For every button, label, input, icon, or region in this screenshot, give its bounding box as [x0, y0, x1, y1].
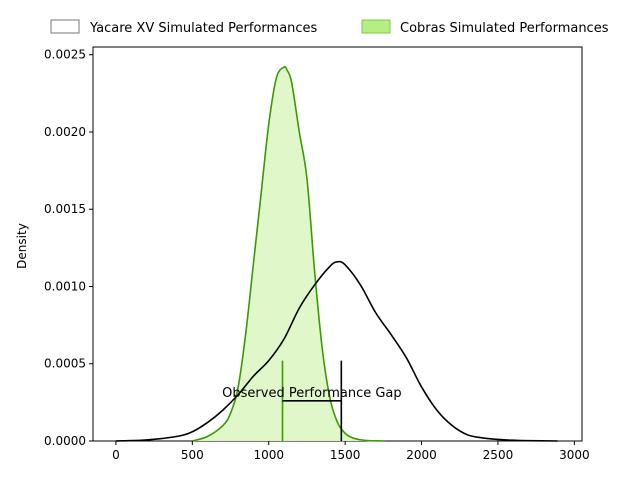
axes-layer: 0 500 1000 1500 2000 2500 3000 0.0000 0.0005 0.00…: [44, 48, 590, 462]
cobras-density-line: [192, 65, 385, 442]
x-tick-label: 2500: [483, 448, 514, 462]
x-tick-label: 1500: [330, 448, 361, 462]
y-tick-label: 0.0020: [44, 125, 86, 139]
x-tick-label: 2000: [406, 448, 437, 462]
x-tick-label: 0: [112, 448, 120, 462]
plot-area: [92, 46, 583, 442]
y-tick-label: 0.0010: [44, 279, 86, 293]
x-tick-label: 3000: [559, 448, 590, 462]
y-axis-label: Density: [15, 223, 29, 269]
x-tick-label: 500: [181, 448, 204, 462]
yacare-density-line: [115, 260, 558, 442]
y-tick-label: 0.0015: [44, 202, 86, 216]
legend: Yacare XV Simulated Performances Cobras …: [50, 19, 609, 36]
cobras-density-fill: [192, 66, 385, 441]
x-tick-label: 1000: [253, 448, 284, 462]
y-tick-label: 0.0025: [44, 48, 86, 62]
annotation-layer: Observed Performance Gap: [222, 360, 402, 441]
performance-gap-label: Observed Performance Gap: [222, 386, 401, 401]
legend-label-cobras: Cobras Simulated Performances: [400, 21, 609, 36]
series-layer: [115, 65, 558, 442]
y-tick-label: 0.0005: [44, 357, 86, 371]
legend-swatch-yacare: [50, 19, 80, 34]
legend-label-yacare: Yacare XV Simulated Performances: [89, 21, 318, 36]
legend-swatch-cobras: [361, 19, 391, 34]
y-tick-label: 0.0000: [44, 434, 86, 448]
